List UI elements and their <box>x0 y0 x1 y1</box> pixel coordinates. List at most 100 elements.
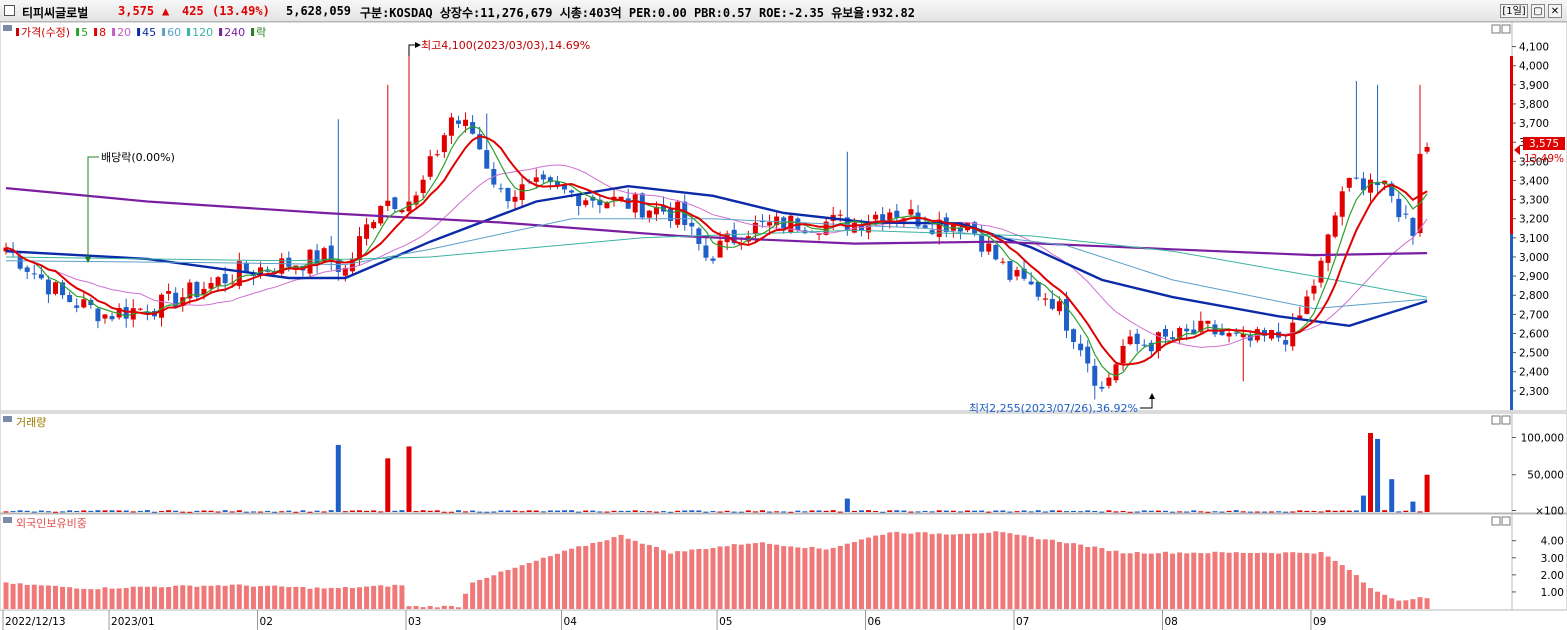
foreign-bar <box>1403 600 1409 609</box>
foreign-bar <box>1311 553 1317 609</box>
candle <box>668 202 674 228</box>
volume-bar <box>236 510 242 512</box>
foreign-bar <box>1290 552 1296 609</box>
volume-bar <box>682 510 688 512</box>
foreign-y-axis: 4.00 3.00 2.00 1.00 <box>1512 536 1564 599</box>
volume-bar <box>1403 510 1409 512</box>
foreign-bar <box>67 587 73 609</box>
foreign-bar <box>972 533 978 609</box>
foreign-bar <box>413 605 419 609</box>
foreign-bar <box>936 533 942 609</box>
foreign-bar <box>406 606 412 609</box>
volume-bar <box>866 510 872 512</box>
volume-bar <box>1360 495 1366 512</box>
candle <box>335 119 341 281</box>
volume-bar <box>321 511 327 513</box>
dividend-annotation-text: 배당락(0.00%) <box>101 151 175 164</box>
foreign-bar <box>668 553 674 609</box>
volume-bar <box>1127 511 1133 513</box>
volume-bar <box>349 510 355 512</box>
foreign-panel-controls[interactable] <box>3 516 1511 526</box>
candle <box>1424 142 1430 154</box>
volume-bar <box>625 510 631 512</box>
volume-panel[interactable] <box>0 412 1513 514</box>
foreign-bar <box>1141 553 1147 609</box>
candle <box>1226 330 1232 343</box>
candle <box>1085 340 1091 373</box>
volume-bar <box>123 510 129 512</box>
volume-bar <box>1170 511 1176 513</box>
foreign-bar <box>434 607 440 609</box>
foreign-bar <box>929 534 935 609</box>
foreign-bar <box>844 543 850 609</box>
foreign-tick-label: 1.00 <box>1541 587 1564 599</box>
price-panel-controls[interactable] <box>3 24 1511 34</box>
foreign-bar <box>1134 552 1140 609</box>
volume-bar <box>675 510 681 512</box>
volume-panel-controls[interactable] <box>3 415 1511 425</box>
volume-bar <box>526 510 532 512</box>
foreign-bar <box>1325 556 1331 609</box>
select-checkbox[interactable] <box>4 5 15 16</box>
foreign-bar <box>858 539 864 609</box>
foreign-bar <box>342 587 348 609</box>
foreign-bar <box>1353 575 1359 609</box>
current-price: 3,575 <box>118 4 155 18</box>
price-panel[interactable] <box>0 22 1513 412</box>
foreign-bar <box>533 560 539 609</box>
candle <box>547 175 553 190</box>
candle <box>1247 330 1253 348</box>
foreign-bar <box>441 605 447 609</box>
foreign-bar <box>1155 553 1161 609</box>
foreign-bar <box>31 584 37 609</box>
volume-bar <box>279 511 285 513</box>
foreign-bar <box>448 605 454 609</box>
foreign-bar <box>1304 553 1310 609</box>
restore-button[interactable]: ▢ <box>1531 4 1545 18</box>
volume-bar <box>738 511 744 513</box>
candle <box>498 183 504 193</box>
foreign-bar <box>1212 551 1218 609</box>
foreign-bar <box>724 546 730 609</box>
volume-bar <box>173 510 179 512</box>
foreign-bar <box>505 569 511 609</box>
stock-chart[interactable]: 가격(수정) 5 8 20 45 60 120 240 락 거래량 외국인보유비중 4,100 4… <box>0 22 1567 630</box>
legend-item: 240 <box>224 26 245 39</box>
foreign-bar <box>943 534 949 609</box>
volume-bar <box>1247 511 1253 513</box>
volume-bar <box>1339 510 1345 512</box>
price-axis-panel <box>1511 22 1567 412</box>
foreign-bar <box>795 547 801 609</box>
foreign-bar <box>1078 544 1084 609</box>
current-price-marker: 3,575 13.49% <box>1510 56 1565 410</box>
candle <box>1318 257 1324 288</box>
volume-bar <box>498 510 504 512</box>
volume-bar <box>1056 510 1062 512</box>
foreign-bar <box>201 585 207 609</box>
ma-line-45 <box>5 184 1428 328</box>
volume-bar <box>569 510 575 512</box>
volume-bar <box>1318 511 1324 513</box>
period-button[interactable]: [1일] <box>1500 4 1528 18</box>
foreign-ownership-bars <box>3 531 1430 609</box>
y-tick-label: 2,300 <box>1519 386 1549 398</box>
foreign-bar <box>307 588 313 609</box>
volume-bar <box>1346 510 1352 512</box>
candle <box>752 215 758 242</box>
volume-tick-label: ×100 <box>1535 506 1564 518</box>
foreign-bar <box>250 586 256 609</box>
volume-bar <box>710 511 716 513</box>
y-tick-label: 4,100 <box>1519 42 1549 54</box>
close-button[interactable]: ✕ <box>1548 4 1562 18</box>
candle <box>1141 339 1147 348</box>
candle <box>194 280 200 301</box>
volume-bar <box>873 511 879 513</box>
foreign-bar <box>816 548 822 609</box>
legend-swatch <box>137 28 141 36</box>
foreign-bar <box>774 544 780 609</box>
foreign-bar <box>420 607 426 609</box>
foreign-bar <box>95 589 101 609</box>
volume-bar <box>109 510 115 512</box>
candle <box>434 149 440 157</box>
candle <box>1353 80 1359 180</box>
